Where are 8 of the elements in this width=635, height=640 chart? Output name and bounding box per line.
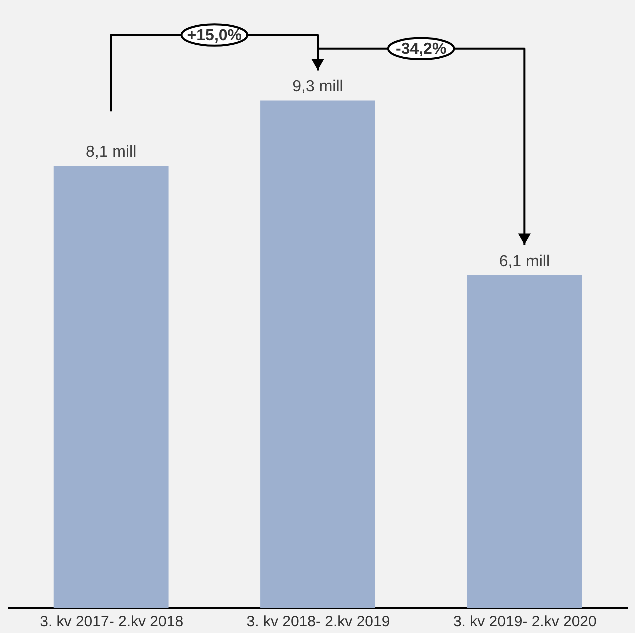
data-label: 9,3 mill [292, 78, 344, 96]
data-label: 6,1 mill [499, 253, 550, 270]
x-tick-label: 3. kv 2019- 2.kv 2020 [453, 614, 597, 630]
text: -34,2% [396, 40, 447, 58]
x-tick-label: 3. kv 2017- 2.kv 2018 [40, 614, 184, 630]
x-tick-label: 3. kv 2018- 2.kv 2019 [246, 614, 390, 630]
data-label: 8,1 mill [86, 144, 137, 162]
text: +15,0% [187, 27, 242, 44]
